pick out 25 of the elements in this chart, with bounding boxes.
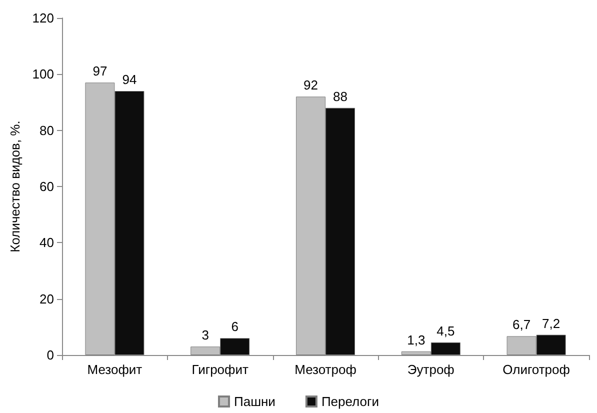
- y-tick-label: 100: [32, 66, 54, 82]
- x-tick-label: Олиготроф: [502, 362, 570, 377]
- y-tick-label: 20: [40, 291, 54, 306]
- data-label: 7,2: [542, 316, 560, 331]
- data-label: 6,7: [512, 317, 531, 332]
- data-label: 1,3: [407, 332, 426, 348]
- y-tick-label: 40: [40, 235, 54, 250]
- y-tick-label: 120: [32, 10, 54, 26]
- x-tick-label: Мезотроф: [294, 362, 357, 377]
- data-label: 94: [122, 72, 137, 88]
- y-tick-label: 60: [40, 179, 54, 194]
- y-tick-label: 0: [46, 348, 54, 362]
- y-axis-title: Количество видов, %.: [7, 120, 22, 252]
- x-tick-label: Эутроф: [407, 362, 455, 377]
- legend-label: Пашни: [234, 394, 276, 409]
- x-tick-label: Мезофит: [87, 362, 142, 377]
- x-tick-label: Гигрофит: [192, 362, 248, 377]
- data-label: 6: [231, 319, 238, 334]
- data-label: 88: [333, 88, 348, 104]
- data-label: 92: [304, 78, 318, 93]
- data-label: 4,5: [436, 323, 455, 338]
- data-label: 97: [92, 64, 108, 79]
- data-label: 3: [202, 328, 209, 343]
- legend-label: Перелоги: [321, 394, 380, 409]
- y-tick-label: 80: [40, 122, 54, 138]
